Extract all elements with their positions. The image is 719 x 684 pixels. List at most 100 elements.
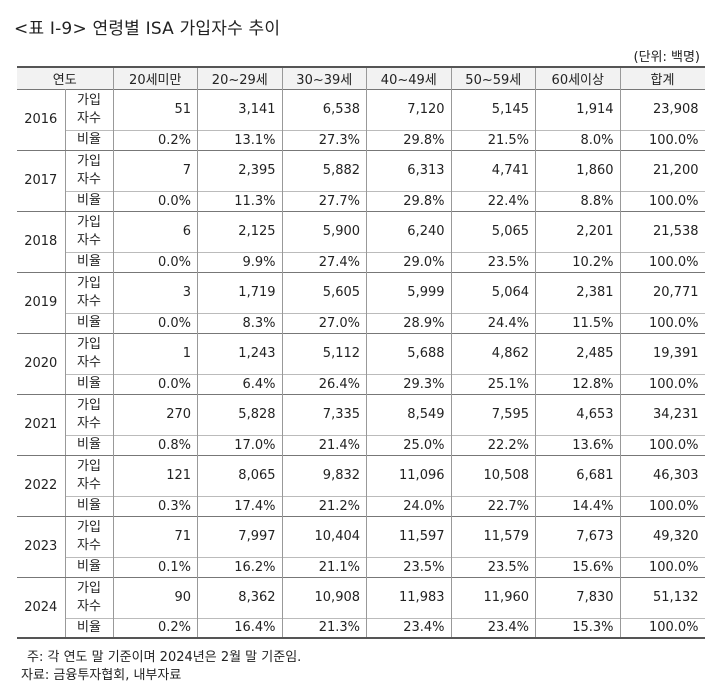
ratio-cell: 17.0%	[197, 434, 283, 455]
ratio-cell: 21.1%	[281, 556, 367, 577]
ratio-cell: 100.0%	[619, 434, 705, 455]
ratio-cell: 100.0%	[619, 129, 705, 150]
table-row-subscribers: 2024 가입 자수 90 8,362 10,908 11,983 11,960 7,830 51…	[17, 577, 705, 639]
ratio-cell: 22.2%	[450, 434, 536, 455]
subscriber-label: 가입 자수	[64, 89, 114, 130]
count-cell: 11,960	[450, 577, 536, 618]
count-cell: 7,120	[366, 89, 452, 130]
count-cell: 2,485	[535, 333, 621, 374]
ratio-cell: 0.2%	[112, 617, 198, 638]
subscriber-label: 가입 자수	[64, 150, 114, 191]
ratio-cell: 21.4%	[281, 434, 367, 455]
table-row-subscribers: 2020 가입 자수 1 1,243 5,112 5,688 4,862 2,485 19,391	[17, 333, 705, 395]
header-year: 연도	[17, 67, 114, 89]
unit-label: (단위: 백명)	[633, 50, 701, 65]
count-cell: 1,243	[197, 333, 283, 374]
count-cell: 3	[112, 272, 198, 313]
ratio-cell: 29.0%	[366, 251, 452, 272]
ratio-label: 비율	[64, 617, 114, 638]
ratio-cell: 21.3%	[281, 617, 367, 638]
count-cell: 11,579	[450, 516, 536, 557]
table-row-ratio: 비율 0.8% 17.0% 21.4% 25.0% 22.2% 13.6% 100.0%	[17, 434, 705, 455]
table-row-subscribers: 2019 가입 자수 3 1,719 5,605 5,999 5,064 2,381 20,771	[17, 272, 705, 334]
count-cell: 11,597	[366, 516, 452, 557]
count-cell: 7,335	[281, 394, 367, 435]
count-cell: 5,112	[281, 333, 367, 374]
table-row-subscribers: 2018 가입 자수 6 2,125 5,900 6,240 5,065 2,201 21,538	[17, 211, 705, 273]
count-cell: 121	[112, 455, 198, 496]
table-row-ratio: 비율 0.3% 17.4% 21.2% 24.0% 22.7% 14.4% 100.0%	[17, 495, 705, 516]
count-cell: 6,313	[366, 150, 452, 191]
count-cell: 11,983	[366, 577, 452, 618]
table-row-ratio: 비율 0.0% 8.3% 27.0% 28.9% 24.4% 11.5% 100.0%	[17, 312, 705, 333]
ratio-cell: 0.8%	[112, 434, 198, 455]
count-cell: 46,303	[619, 455, 705, 496]
source-note: 자료: 금융투자협회, 내부자료	[21, 668, 182, 683]
header-50s: 50~59세	[450, 67, 536, 89]
header-row: 연도 20세미만 20~29세 30~39세 40~49세 50~59세 60세…	[17, 67, 705, 89]
table-body: 2016 가입 자수 51 3,141 6,538 7,120 5,145 1,914 23,90…	[17, 89, 705, 639]
count-cell: 8,549	[366, 394, 452, 435]
count-cell: 19,391	[619, 333, 705, 374]
ratio-cell: 21.5%	[450, 129, 536, 150]
header-20s: 20~29세	[197, 67, 283, 89]
ratio-cell: 0.0%	[112, 190, 198, 211]
table-row-ratio: 비율 0.2% 13.1% 27.3% 29.8% 21.5% 8.0% 100.0%	[17, 129, 705, 150]
ratio-label: 비율	[64, 373, 114, 394]
count-cell: 5,065	[450, 211, 536, 252]
count-cell: 4,741	[450, 150, 536, 191]
count-cell: 1,719	[197, 272, 283, 313]
ratio-cell: 15.6%	[535, 556, 621, 577]
count-cell: 5,605	[281, 272, 367, 313]
ratio-label: 비율	[64, 495, 114, 516]
table-row-subscribers: 2016 가입 자수 51 3,141 6,538 7,120 5,145 1,914 23,90…	[17, 89, 705, 151]
count-cell: 7,673	[535, 516, 621, 557]
ratio-cell: 100.0%	[619, 495, 705, 516]
year-cell: 2022	[17, 455, 65, 517]
count-cell: 2,381	[535, 272, 621, 313]
ratio-cell: 15.3%	[535, 617, 621, 638]
ratio-cell: 100.0%	[619, 373, 705, 394]
count-cell: 1,860	[535, 150, 621, 191]
count-cell: 8,362	[197, 577, 283, 618]
ratio-cell: 27.4%	[281, 251, 367, 272]
subscriber-label: 가입 자수	[64, 211, 114, 252]
ratio-cell: 29.8%	[366, 190, 452, 211]
table-row-subscribers: 2017 가입 자수 7 2,395 5,882 6,313 4,741 1,860 21,200	[17, 150, 705, 212]
ratio-cell: 28.9%	[366, 312, 452, 333]
ratio-cell: 25.1%	[450, 373, 536, 394]
ratio-cell: 23.4%	[366, 617, 452, 638]
subscriber-label: 가입 자수	[64, 394, 114, 435]
count-cell: 23,908	[619, 89, 705, 130]
count-cell: 49,320	[619, 516, 705, 557]
ratio-cell: 27.7%	[281, 190, 367, 211]
ratio-cell: 100.0%	[619, 190, 705, 211]
header-total: 합계	[619, 67, 705, 89]
count-cell: 34,231	[619, 394, 705, 435]
count-cell: 4,862	[450, 333, 536, 374]
ratio-cell: 100.0%	[619, 312, 705, 333]
table-row-ratio: 비율 0.0% 11.3% 27.7% 29.8% 22.4% 8.8% 100.0%	[17, 190, 705, 211]
ratio-cell: 0.1%	[112, 556, 198, 577]
count-cell: 51,132	[619, 577, 705, 618]
count-cell: 2,201	[535, 211, 621, 252]
year-cell: 2016	[17, 89, 65, 151]
count-cell: 6,681	[535, 455, 621, 496]
year-cell: 2023	[17, 516, 65, 578]
isa-subscribers-table: 연도 20세미만 20~29세 30~39세 40~49세 50~59세 60세…	[17, 66, 705, 639]
ratio-label: 비율	[64, 129, 114, 150]
count-cell: 8,065	[197, 455, 283, 496]
table-row-ratio: 비율 0.2% 16.4% 21.3% 23.4% 23.4% 15.3% 100.0%	[17, 617, 705, 638]
year-cell: 2019	[17, 272, 65, 334]
ratio-label: 비율	[64, 251, 114, 272]
count-cell: 21,538	[619, 211, 705, 252]
ratio-cell: 12.8%	[535, 373, 621, 394]
count-cell: 90	[112, 577, 198, 618]
ratio-cell: 8.0%	[535, 129, 621, 150]
ratio-cell: 27.0%	[281, 312, 367, 333]
count-cell: 3,141	[197, 89, 283, 130]
ratio-cell: 23.4%	[450, 617, 536, 638]
subscriber-label: 가입 자수	[64, 272, 114, 313]
ratio-cell: 13.1%	[197, 129, 283, 150]
count-cell: 51	[112, 89, 198, 130]
